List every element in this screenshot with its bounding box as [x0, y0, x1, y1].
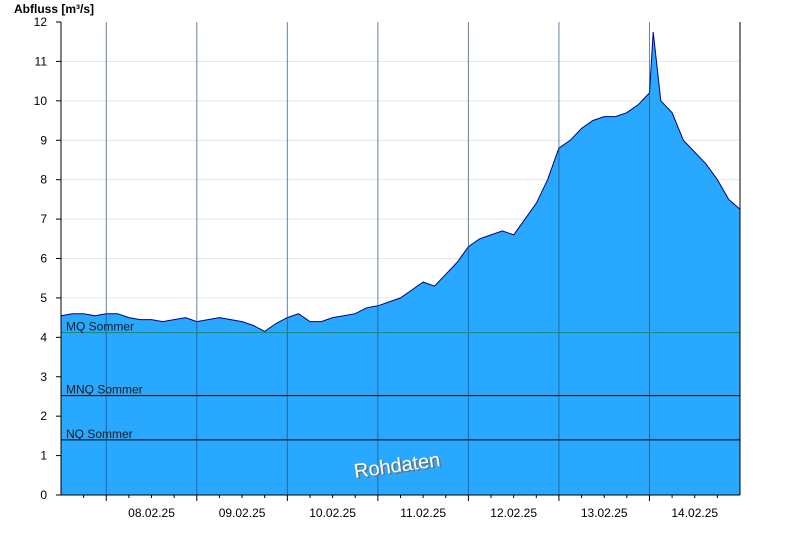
x-tick-label: 09.02.25	[219, 506, 266, 520]
y-tick-label: 0	[40, 488, 47, 502]
y-tick-label: 12	[34, 15, 48, 29]
discharge-area	[61, 31, 740, 496]
y-tick-label: 3	[40, 370, 47, 384]
reference-line-label: MQ Sommer	[66, 320, 134, 334]
y-tick-label: 6	[40, 252, 47, 266]
x-tick-label: 10.02.25	[309, 506, 356, 520]
x-tick-label: 14.02.25	[671, 506, 718, 520]
y-tick-label: 4	[40, 330, 47, 344]
discharge-line	[60, 31, 741, 332]
y-tick-label: 7	[40, 212, 47, 226]
reference-line-label: NQ Sommer	[66, 427, 133, 441]
y-tick-label: 8	[40, 173, 47, 187]
y-tick-label: 1	[40, 449, 47, 463]
y-tick-label: 5	[40, 291, 47, 305]
y-tick-label: 2	[40, 409, 47, 423]
y-tick-label: 11	[35, 54, 48, 68]
y-tick-label: 9	[40, 133, 47, 147]
x-tick-label: 12.02.25	[490, 506, 537, 520]
y-tick-label: 10	[34, 94, 48, 108]
x-tick-label: 11.02.25	[400, 506, 446, 520]
y-axis-title: Abfluss [m³/s]	[14, 2, 94, 16]
x-tick-label: 08.02.25	[128, 506, 175, 520]
reference-line-label: MNQ Sommer	[66, 383, 143, 397]
x-tick-label: 13.02.25	[581, 506, 628, 520]
